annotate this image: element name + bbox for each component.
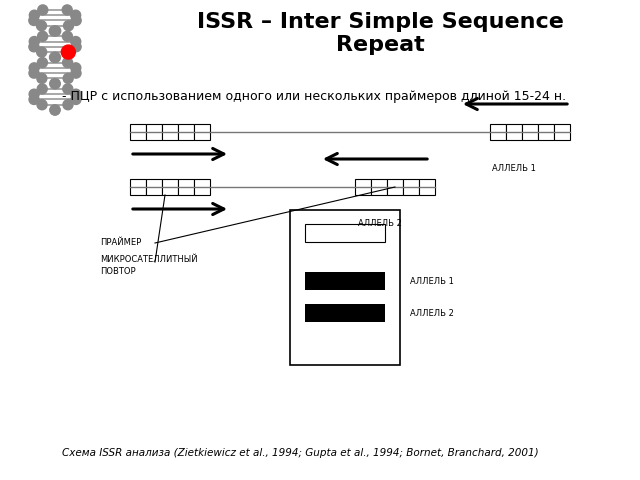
Bar [538, 124, 554, 140]
Text: ISSR – Inter Simple Sequence
Repeat: ISSR – Inter Simple Sequence Repeat [196, 12, 563, 55]
Circle shape [63, 31, 72, 41]
Circle shape [29, 89, 39, 99]
Bar [355, 179, 371, 195]
Circle shape [29, 36, 39, 47]
Circle shape [38, 5, 48, 15]
Bar [146, 179, 162, 195]
Bar [305, 272, 385, 290]
Text: ПРАЙМЕР: ПРАЙМЕР [100, 238, 141, 247]
Circle shape [71, 63, 81, 73]
Circle shape [29, 10, 39, 20]
Circle shape [36, 21, 47, 31]
Circle shape [71, 89, 81, 99]
Circle shape [51, 52, 60, 62]
Bar [194, 124, 210, 140]
Circle shape [71, 95, 81, 105]
Bar [178, 124, 194, 140]
Circle shape [29, 68, 39, 78]
Circle shape [51, 26, 61, 36]
Bar [403, 179, 419, 195]
Text: АЛЛЕЛЬ 2: АЛЛЕЛЬ 2 [358, 219, 402, 228]
Bar [554, 124, 570, 140]
Bar [162, 179, 178, 195]
Circle shape [71, 15, 81, 25]
Circle shape [37, 58, 47, 68]
Circle shape [63, 21, 74, 31]
Circle shape [50, 105, 60, 115]
Circle shape [62, 5, 72, 15]
Bar [371, 179, 387, 195]
Circle shape [37, 73, 47, 84]
Bar [146, 124, 162, 140]
Circle shape [49, 52, 60, 62]
Circle shape [49, 26, 60, 36]
Circle shape [70, 10, 81, 20]
Text: АЛЛЕЛЬ 1: АЛЛЕЛЬ 1 [492, 164, 536, 173]
Circle shape [37, 100, 47, 110]
Circle shape [63, 58, 72, 68]
Circle shape [29, 42, 39, 52]
Bar [305, 224, 385, 242]
Bar [162, 124, 178, 140]
Circle shape [63, 47, 74, 57]
Circle shape [63, 100, 73, 110]
Bar [506, 124, 522, 140]
Circle shape [63, 73, 73, 84]
Circle shape [63, 84, 73, 94]
Text: - ПЦР с использованием одного или нескольких праймеров длиной 15-24 н.: - ПЦР с использованием одного или нескол… [62, 90, 566, 103]
Bar [522, 124, 538, 140]
Text: МИКРОСАТЕЛЛИТНЫЙ
ПОВТОР: МИКРОСАТЕЛЛИТНЫЙ ПОВТОР [100, 255, 198, 276]
Circle shape [71, 36, 81, 47]
Bar [178, 179, 194, 195]
Circle shape [50, 79, 60, 89]
Circle shape [61, 45, 76, 59]
Circle shape [29, 63, 39, 73]
Bar [419, 179, 435, 195]
Bar [305, 304, 385, 322]
Text: АЛЛЕЛЬ 2: АЛЛЕЛЬ 2 [410, 309, 454, 317]
Circle shape [29, 15, 39, 25]
Circle shape [71, 42, 81, 52]
Circle shape [50, 105, 60, 115]
Bar [130, 179, 146, 195]
Bar [387, 179, 403, 195]
Text: Схема ISSR анализа (Zietkiewicz et al., 1994; Gupta et al., 1994; Bornet, Branch: Схема ISSR анализа (Zietkiewicz et al., … [62, 448, 539, 458]
Bar [490, 124, 506, 140]
Circle shape [29, 95, 39, 105]
Bar [290, 210, 400, 365]
Circle shape [38, 31, 47, 41]
Circle shape [37, 84, 47, 94]
Circle shape [36, 47, 47, 57]
Text: АЛЛЕЛЬ 1: АЛЛЕЛЬ 1 [410, 276, 454, 286]
Circle shape [71, 68, 81, 78]
Bar [130, 124, 146, 140]
Bar [194, 179, 210, 195]
Circle shape [50, 79, 60, 89]
